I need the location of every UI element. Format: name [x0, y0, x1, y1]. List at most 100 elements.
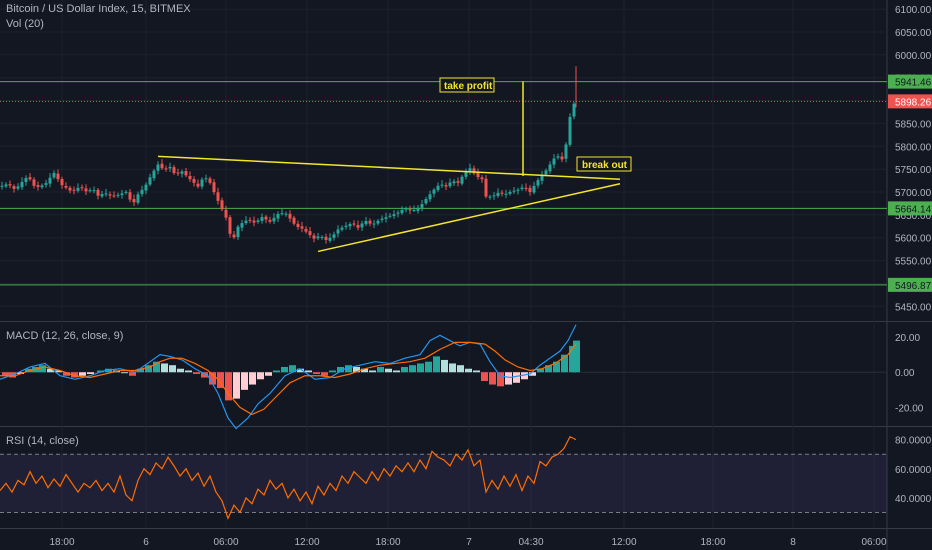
macd-histogram-bar[interactable]	[129, 372, 136, 376]
candle[interactable]	[160, 159, 164, 171]
macd-histogram-bar[interactable]	[201, 372, 208, 378]
macd-histogram-bar[interactable]	[573, 340, 580, 373]
candle[interactable]	[360, 220, 364, 231]
macd-histogram-bar[interactable]	[401, 366, 408, 373]
candle[interactable]	[520, 184, 524, 191]
macd-histogram-bar[interactable]	[473, 370, 480, 373]
candle[interactable]	[496, 188, 500, 198]
candle[interactable]	[4, 182, 8, 189]
candle[interactable]	[376, 218, 380, 226]
macd-histogram-bar[interactable]	[417, 363, 424, 373]
candle[interactable]	[328, 233, 332, 243]
candle[interactable]	[208, 176, 212, 185]
candle[interactable]	[220, 197, 224, 212]
candle[interactable]	[424, 196, 428, 206]
candle[interactable]	[36, 181, 40, 191]
macd-signal-line[interactable]	[0, 341, 577, 416]
macd-histogram-bar[interactable]	[433, 356, 440, 373]
candle[interactable]	[532, 181, 536, 195]
rsi-label[interactable]: RSI (14, close)	[6, 435, 79, 447]
candle[interactable]	[548, 161, 552, 174]
candle[interactable]	[264, 214, 268, 224]
macd-histogram-bar[interactable]	[233, 372, 240, 399]
macd-histogram-bar[interactable]	[337, 366, 344, 373]
candle[interactable]	[256, 218, 260, 224]
macd-histogram-bar[interactable]	[361, 368, 368, 373]
candle[interactable]	[260, 213, 264, 224]
break-out-annotation[interactable]: break out	[576, 156, 632, 172]
candle[interactable]	[432, 187, 436, 198]
candle[interactable]	[136, 191, 140, 205]
candle[interactable]	[472, 165, 476, 176]
macd-histogram-bar[interactable]	[289, 365, 296, 373]
candle[interactable]	[188, 171, 192, 182]
macd-histogram-bar[interactable]	[385, 368, 392, 373]
macd-histogram-bar[interactable]	[17, 372, 24, 374]
macd-histogram-bar[interactable]	[481, 372, 488, 382]
candle[interactable]	[312, 233, 316, 243]
macd-histogram-bar[interactable]	[39, 365, 46, 373]
candle[interactable]	[500, 190, 504, 197]
candle[interactable]	[88, 187, 92, 193]
macd-histogram-bar[interactable]	[321, 372, 328, 376]
candle[interactable]	[512, 186, 516, 194]
candle[interactable]	[48, 173, 52, 188]
candle[interactable]	[180, 169, 184, 178]
candle[interactable]	[224, 205, 228, 221]
candle[interactable]	[184, 167, 188, 178]
macd-histogram-bar[interactable]	[209, 372, 216, 385]
candle[interactable]	[156, 161, 160, 175]
macd-histogram-bar[interactable]	[249, 372, 256, 385]
candle[interactable]	[40, 183, 44, 190]
candle[interactable]	[276, 211, 280, 223]
macd-histogram-bar[interactable]	[569, 345, 576, 373]
macd-histogram-bar[interactable]	[449, 363, 456, 373]
candle[interactable]	[408, 205, 412, 214]
candle[interactable]	[120, 189, 124, 199]
candle[interactable]	[372, 219, 376, 229]
candle[interactable]	[488, 194, 492, 200]
macd-histogram-bar[interactable]	[353, 366, 360, 373]
volume-label[interactable]: Vol (20)	[6, 18, 44, 30]
macd-histogram-bar[interactable]	[513, 372, 520, 383]
candle[interactable]	[148, 173, 152, 187]
macd-histogram-bar[interactable]	[425, 361, 432, 373]
candle[interactable]	[428, 190, 432, 202]
macd-histogram-bar[interactable]	[225, 372, 232, 401]
candle[interactable]	[72, 186, 76, 195]
trendline[interactable]	[317, 183, 621, 253]
macd-histogram-bar[interactable]	[345, 365, 352, 373]
candle[interactable]	[292, 215, 296, 226]
macd-histogram-bar[interactable]	[79, 372, 86, 376]
candle[interactable]	[320, 235, 324, 240]
candle[interactable]	[236, 224, 240, 240]
candle[interactable]	[364, 216, 368, 226]
macd-histogram-bar[interactable]	[457, 365, 464, 373]
macd-histogram-bar[interactable]	[153, 361, 160, 373]
candle[interactable]	[540, 170, 544, 185]
candle[interactable]	[240, 219, 244, 232]
candle[interactable]	[440, 180, 444, 189]
candle[interactable]	[284, 211, 288, 217]
candle[interactable]	[480, 175, 484, 183]
candle[interactable]	[164, 165, 168, 172]
candle[interactable]	[272, 213, 276, 225]
candle[interactable]	[308, 227, 312, 238]
macd-histogram-bar[interactable]	[97, 370, 104, 373]
candle[interactable]	[68, 185, 72, 194]
candle[interactable]	[304, 226, 308, 234]
macd-histogram-bar[interactable]	[409, 365, 416, 373]
candle[interactable]	[16, 183, 20, 191]
price-axis[interactable]: 5450.005500.005550.005600.005650.005700.…	[888, 5, 932, 505]
macd-histogram-bar[interactable]	[329, 370, 336, 373]
macd-histogram-bar[interactable]	[193, 372, 200, 374]
macd-histogram-bar[interactable]	[377, 366, 384, 373]
candle[interactable]	[348, 222, 352, 230]
macd-histogram-bar[interactable]	[369, 370, 376, 373]
macd-histogram-bar[interactable]	[71, 372, 78, 378]
candle[interactable]	[0, 181, 4, 190]
candle[interactable]	[268, 216, 272, 224]
candle[interactable]	[456, 177, 460, 187]
candle[interactable]	[192, 176, 196, 187]
